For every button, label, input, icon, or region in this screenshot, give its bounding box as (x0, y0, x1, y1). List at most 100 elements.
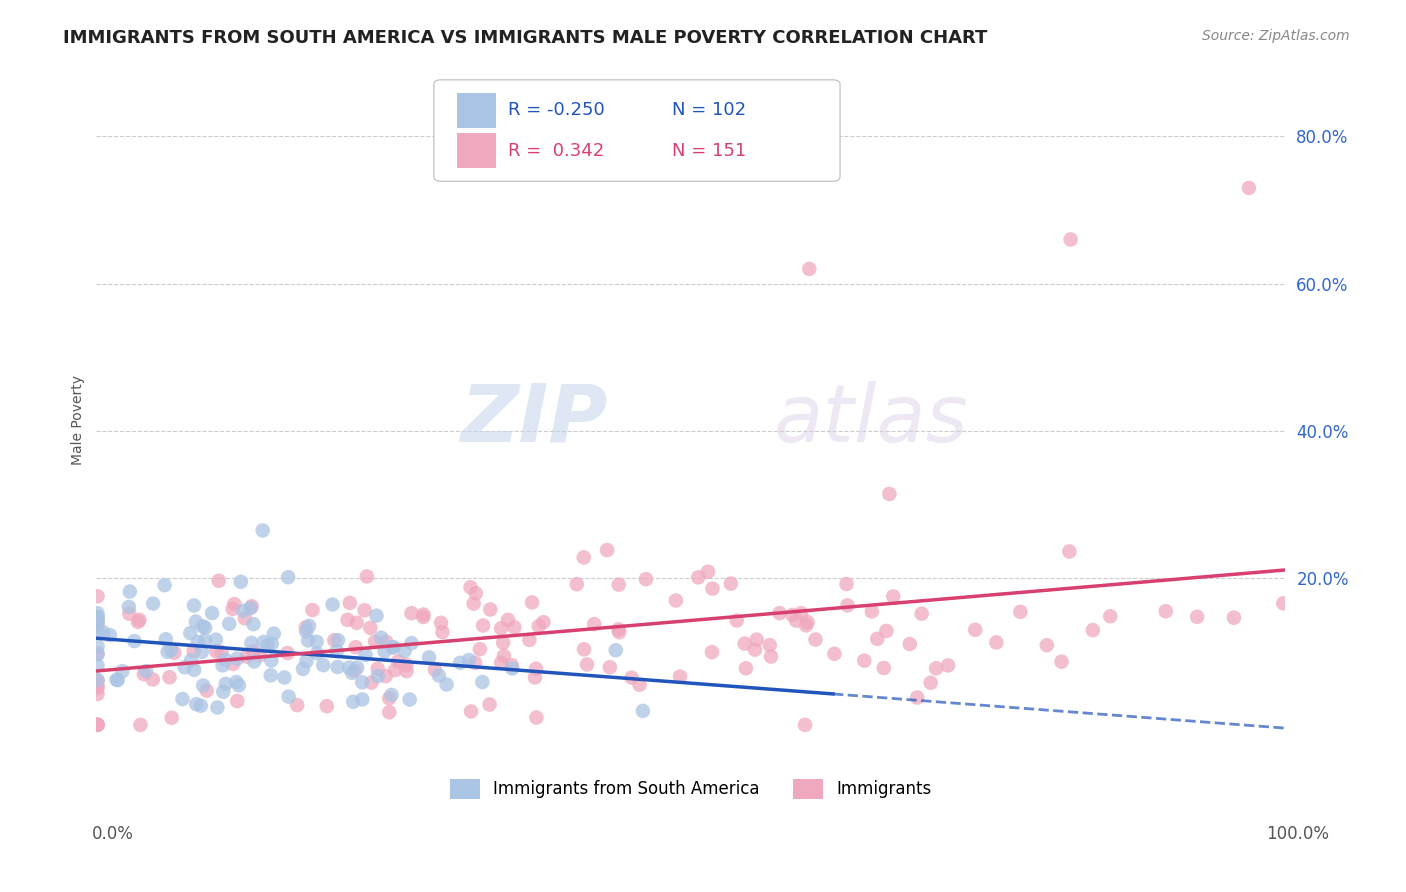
Point (1223, 611, 1246, 625)
Point (882, 590, 904, 604)
Point (520, 595, 543, 609)
Point (305, 635, 328, 649)
Point (163, 646, 186, 660)
Point (354, 648, 377, 662)
Point (107, 673, 129, 687)
Point (380, 688, 402, 702)
Point (226, 694, 249, 708)
Point (479, 602, 502, 616)
Point (620, 671, 643, 685)
Point (86, 673, 108, 687)
Point (322, 598, 344, 612)
Point (249, 648, 271, 663)
Point (720, 576, 742, 591)
Point (195, 683, 218, 698)
Point (804, 632, 827, 647)
Point (86, 673, 108, 688)
Point (127, 615, 149, 629)
Point (142, 597, 165, 611)
Point (207, 700, 229, 714)
Point (1237, 181, 1260, 195)
Point (201, 606, 224, 620)
Point (285, 698, 308, 713)
Point (631, 704, 654, 718)
Point (387, 654, 409, 668)
Text: Source: ZipAtlas.com: Source: ZipAtlas.com (1202, 29, 1350, 44)
Point (86, 607, 108, 621)
Point (243, 655, 266, 669)
Point (457, 653, 479, 667)
Point (835, 577, 858, 591)
Point (326, 633, 349, 648)
Point (605, 643, 627, 657)
Point (523, 670, 546, 684)
Point (295, 624, 318, 639)
Point (524, 662, 547, 676)
Point (464, 586, 486, 600)
Point (312, 658, 335, 673)
Point (226, 651, 249, 665)
Point (86, 610, 108, 624)
Point (86, 640, 108, 654)
Point (1154, 604, 1177, 618)
Point (277, 570, 299, 584)
Point (118, 599, 141, 614)
Point (607, 625, 630, 640)
Point (118, 607, 141, 621)
Point (879, 487, 901, 501)
Point (700, 645, 723, 659)
Point (277, 690, 299, 704)
Point (920, 675, 942, 690)
Point (86, 717, 108, 731)
Point (242, 617, 264, 632)
Point (295, 620, 318, 634)
Point (228, 678, 250, 692)
Point (359, 621, 381, 635)
Point (260, 668, 283, 682)
Point (628, 678, 651, 692)
Point (463, 597, 485, 611)
Point (315, 699, 337, 714)
Point (599, 660, 621, 674)
Point (183, 599, 205, 613)
Point (326, 644, 349, 658)
Point (853, 654, 876, 668)
Point (160, 643, 183, 657)
Point (142, 673, 165, 687)
Point (492, 648, 515, 663)
Point (323, 633, 346, 648)
Point (366, 608, 388, 623)
Point (205, 632, 228, 647)
Point (156, 645, 179, 659)
Point (519, 632, 541, 647)
Point (596, 543, 619, 558)
Point (381, 640, 404, 655)
Point (489, 621, 512, 635)
Point (346, 615, 368, 630)
Point (607, 577, 630, 591)
Point (370, 631, 392, 645)
Point (745, 632, 768, 647)
Legend: Immigrants from South America, Immigrants: Immigrants from South America, Immigrant… (443, 772, 938, 805)
Point (191, 619, 214, 633)
Point (153, 578, 176, 592)
Point (911, 607, 934, 621)
Point (86, 658, 108, 673)
Point (398, 692, 420, 706)
Point (352, 692, 374, 706)
Point (86, 618, 108, 632)
Point (1036, 638, 1059, 652)
Point (273, 671, 295, 685)
Point (688, 570, 710, 584)
Point (527, 619, 550, 633)
Point (229, 574, 252, 589)
Point (423, 663, 446, 677)
Point (837, 599, 859, 613)
Point (460, 580, 482, 594)
Point (118, 584, 141, 599)
Point (159, 670, 181, 684)
Point (233, 611, 256, 625)
Point (86, 718, 108, 732)
Point (86, 610, 108, 624)
Point (205, 644, 228, 658)
